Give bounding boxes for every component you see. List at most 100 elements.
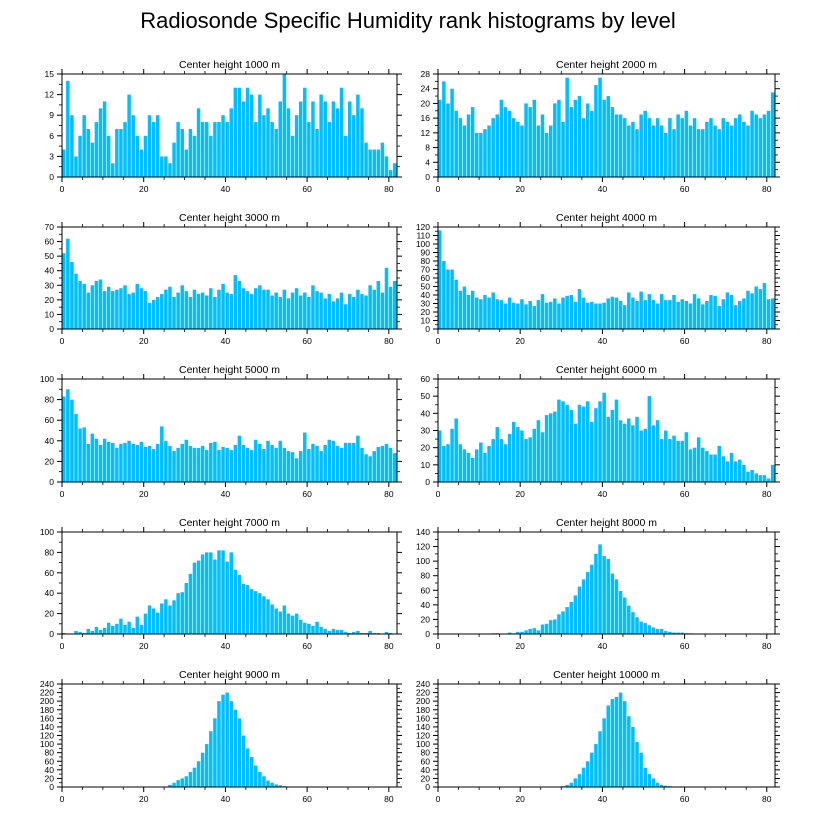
- x-tick-label: 0: [436, 794, 441, 804]
- histogram-bar: [618, 420, 623, 482]
- histogram-bar: [139, 288, 144, 329]
- histogram-bar: [614, 696, 619, 788]
- histogram-bar: [380, 445, 385, 482]
- histogram-bar: [668, 300, 672, 329]
- histogram-bar: [258, 94, 262, 177]
- histogram-bar: [438, 230, 442, 329]
- histogram-bar: [622, 597, 627, 634]
- y-tick-label: 60: [45, 568, 55, 578]
- y-tick-label: 60: [421, 374, 431, 384]
- histogram-bar: [176, 122, 180, 177]
- histogram-bar: [221, 550, 225, 634]
- histogram-bar: [520, 299, 524, 329]
- x-tick-label: 80: [762, 641, 772, 651]
- histogram-bar: [180, 285, 184, 329]
- histogram-bar: [180, 778, 184, 787]
- histogram-bar: [536, 630, 541, 634]
- histogram-bar: [155, 296, 160, 329]
- histogram-bar: [184, 149, 189, 177]
- y-tick-label: 12: [45, 90, 55, 100]
- histogram-bar: [495, 114, 500, 177]
- histogram-bar: [196, 560, 201, 634]
- histogram-bar: [672, 295, 676, 329]
- x-tick-label: 40: [221, 794, 231, 804]
- y-tick-label: 30: [421, 426, 431, 436]
- histogram-bar: [746, 471, 750, 482]
- histogram-bar: [180, 592, 184, 634]
- x-tick-label: 60: [302, 336, 312, 346]
- histogram-bar: [602, 718, 606, 787]
- y-tick-label: 100: [416, 739, 430, 749]
- histogram-bar: [610, 699, 615, 787]
- histogram-bar: [668, 118, 672, 177]
- histogram-bar: [94, 626, 99, 634]
- histogram-bar: [364, 142, 368, 177]
- histogram-bar: [356, 630, 360, 634]
- histogram-bar: [659, 125, 664, 177]
- histogram-bar: [577, 586, 582, 634]
- y-tick-label: 40: [421, 765, 431, 775]
- histogram-bar: [528, 107, 532, 177]
- histogram-bar: [585, 302, 590, 329]
- histogram-bar: [688, 125, 693, 177]
- histogram-bar: [115, 448, 119, 482]
- histogram-bar: [676, 301, 680, 329]
- histogram-bar: [254, 591, 258, 634]
- histogram-bar: [66, 238, 70, 329]
- histogram-bar: [766, 478, 771, 482]
- histogram-bar: [676, 632, 680, 634]
- histogram-bar: [705, 121, 709, 177]
- histogram-bar: [511, 302, 516, 329]
- y-tick-label: 0: [425, 324, 430, 334]
- histogram-bar: [364, 632, 368, 634]
- histogram-bar: [196, 294, 201, 329]
- histogram-bar: [339, 87, 344, 177]
- y-tick-label: 60: [421, 756, 431, 766]
- histogram-bar: [225, 692, 229, 787]
- histogram-bar: [594, 744, 598, 787]
- histogram-bar: [168, 286, 172, 329]
- histogram-bar: [327, 630, 332, 634]
- histogram-bar: [651, 778, 656, 787]
- histogram-bar: [200, 554, 205, 634]
- histogram-bar: [106, 441, 111, 482]
- histogram-bar: [754, 114, 758, 177]
- histogram-bar: [196, 108, 201, 177]
- histogram-bar: [474, 297, 479, 329]
- histogram-bar: [176, 448, 180, 482]
- histogram-bar: [532, 306, 537, 329]
- y-tick-label: 16: [421, 113, 431, 123]
- histogram-bar: [221, 446, 225, 482]
- histogram-bar: [86, 128, 90, 177]
- histogram-bar: [82, 632, 86, 634]
- y-tick-label: 120: [416, 542, 430, 552]
- histogram-bar: [717, 129, 721, 177]
- histogram-bar: [217, 550, 221, 634]
- histogram-bar: [610, 296, 615, 329]
- histogram-bar: [528, 300, 532, 329]
- histogram-bar: [598, 401, 602, 482]
- x-tick-label: 0: [436, 489, 441, 499]
- histogram-bar: [544, 132, 549, 177]
- histogram-bar: [127, 621, 131, 634]
- histogram-bar: [303, 292, 307, 329]
- histogram-bar: [258, 443, 262, 482]
- histogram-bar: [78, 135, 82, 177]
- histogram-bar: [762, 475, 767, 482]
- histogram-bar: [372, 289, 376, 329]
- panel-title: Center height 3000 m: [179, 212, 280, 224]
- histogram-bar: [200, 752, 205, 787]
- histogram-bar: [286, 451, 291, 482]
- histogram-bar: [725, 292, 730, 329]
- histogram-bar: [241, 444, 246, 482]
- histogram-bar: [241, 288, 246, 329]
- histogram-bar: [758, 118, 763, 177]
- histogram-bar: [647, 396, 652, 482]
- y-tick-label: 60: [45, 415, 55, 425]
- histogram-bar: [368, 285, 372, 329]
- histogram-bar: [172, 600, 176, 634]
- histogram-bar: [766, 110, 771, 177]
- x-tick-label: 20: [139, 489, 149, 499]
- histogram-bar: [516, 121, 520, 177]
- histogram-bar: [74, 414, 78, 482]
